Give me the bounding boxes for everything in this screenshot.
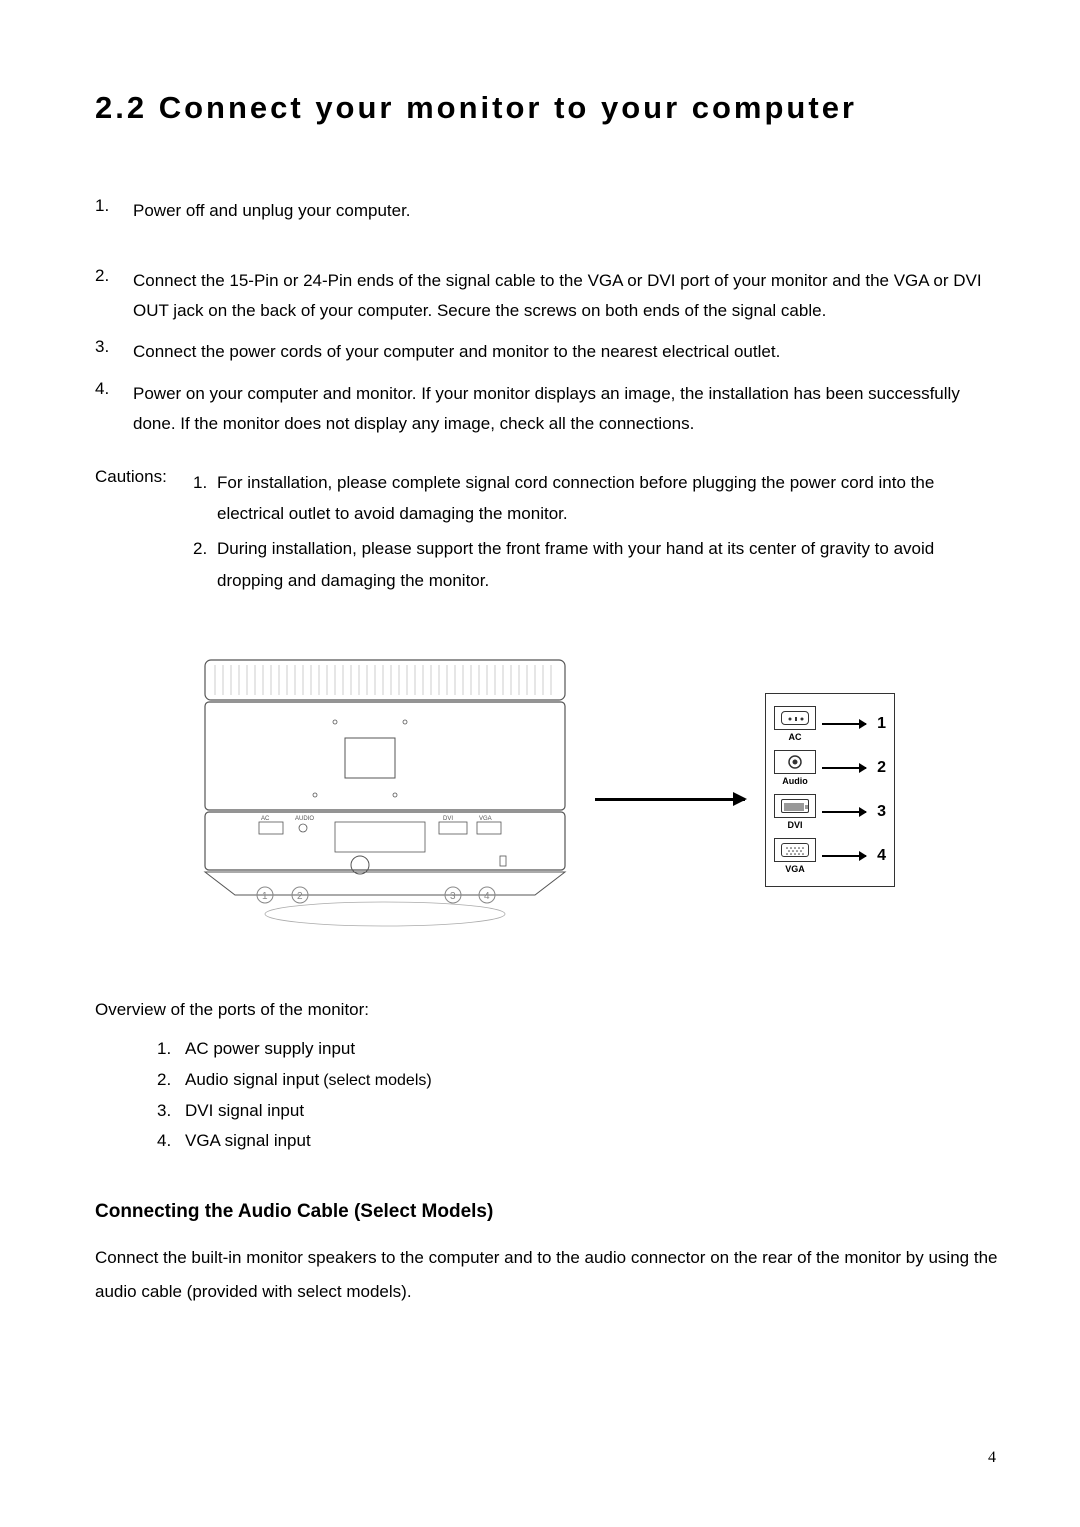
svg-text:DVI: DVI — [443, 816, 453, 822]
overview-number: 2. — [157, 1065, 185, 1096]
monitor-diagram: AC AUDIO DVI VGA 1 2 3 4 AC — [195, 650, 1000, 930]
step-number: 3. — [95, 337, 133, 367]
sub-heading: Connecting the Audio Cable (Select Model… — [95, 1201, 1000, 1223]
caution-number: 2. — [193, 533, 217, 596]
svg-text:2: 2 — [297, 891, 303, 902]
arrow-icon — [822, 855, 866, 857]
overview-item: 2. Audio signal input(select models) — [157, 1065, 1000, 1096]
page-heading: 2.2 Connect your monitor to your compute… — [95, 90, 1000, 126]
legend-number: 1 — [872, 715, 886, 733]
port-legend-box: AC 1 Audio 2 DVI 3 VGA — [765, 693, 895, 887]
step-text: Connect the power cords of your computer… — [133, 337, 780, 367]
overview-item: 3. DVI signal input — [157, 1096, 1000, 1127]
caution-item: 1. For installation, please complete sig… — [193, 467, 1000, 530]
svg-text:4: 4 — [484, 891, 490, 902]
instruction-item: 1. Power off and unplug your computer. — [95, 196, 1000, 226]
page-number: 4 — [988, 1449, 996, 1467]
step-number: 2. — [95, 266, 133, 326]
instruction-item: 3. Connect the power cords of your compu… — [95, 337, 1000, 367]
step-number: 4. — [95, 379, 133, 439]
arrow-icon — [822, 723, 866, 725]
caution-text: During installation, please support the … — [217, 533, 1000, 596]
legend-label: VGA — [785, 864, 805, 874]
body-paragraph: Connect the built-in monitor speakers to… — [95, 1241, 1000, 1309]
legend-row-ac: AC 1 — [774, 706, 886, 742]
overview-text: DVI signal input — [185, 1096, 304, 1127]
legend-number: 2 — [872, 759, 886, 777]
overview-number: 3. — [157, 1096, 185, 1127]
step-number: 1. — [95, 196, 133, 226]
overview-text: Audio signal input(select models) — [185, 1065, 432, 1096]
legend-label: DVI — [787, 820, 802, 830]
cautions-label: Cautions: — [95, 467, 193, 601]
legend-number: 4 — [872, 847, 886, 865]
overview-heading: Overview of the ports of the monitor: — [95, 1000, 1000, 1020]
legend-row-dvi: DVI 3 — [774, 794, 886, 830]
diagram-arrow — [595, 798, 745, 801]
overview-item: 1. AC power supply input — [157, 1034, 1000, 1065]
svg-text:VGA: VGA — [479, 816, 492, 822]
arrow-icon — [822, 767, 866, 769]
svg-text:1: 1 — [262, 891, 268, 902]
legend-label: Audio — [782, 776, 808, 786]
instruction-list-cont: 2. Connect the 15-Pin or 24-Pin ends of … — [95, 266, 1000, 439]
audio-port-icon — [774, 750, 816, 774]
instruction-list: 1. Power off and unplug your computer. — [95, 196, 1000, 226]
legend-row-audio: Audio 2 — [774, 750, 886, 786]
legend-row-vga: VGA 4 — [774, 838, 886, 874]
overview-text: AC power supply input — [185, 1034, 355, 1065]
step-text: Power off and unplug your computer. — [133, 196, 411, 226]
instruction-item: 2. Connect the 15-Pin or 24-Pin ends of … — [95, 266, 1000, 326]
cautions-list: 1. For installation, please complete sig… — [193, 467, 1000, 601]
monitor-svg: AC AUDIO DVI VGA 1 2 3 4 — [195, 650, 575, 930]
instruction-item: 4. Power on your computer and monitor. I… — [95, 379, 1000, 439]
svg-text:3: 3 — [450, 891, 456, 902]
step-text: Connect the 15-Pin or 24-Pin ends of the… — [133, 266, 1000, 326]
svg-text:AC: AC — [261, 816, 270, 822]
caution-item: 2. During installation, please support t… — [193, 533, 1000, 596]
monitor-back-illustration: AC AUDIO DVI VGA 1 2 3 4 — [195, 650, 575, 930]
legend-label: AC — [789, 732, 802, 742]
overview-number: 4. — [157, 1126, 185, 1157]
overview-text: VGA signal input — [185, 1126, 311, 1157]
dvi-port-icon — [774, 794, 816, 818]
caution-text: For installation, please complete signal… — [217, 467, 1000, 530]
overview-list: 1. AC power supply input 2. Audio signal… — [157, 1034, 1000, 1157]
overview-item: 4. VGA signal input — [157, 1126, 1000, 1157]
overview-note: (select models) — [323, 1072, 431, 1089]
svg-text:AUDIO: AUDIO — [295, 816, 314, 822]
ac-port-icon — [774, 706, 816, 730]
caution-number: 1. — [193, 467, 217, 530]
legend-number: 3 — [872, 803, 886, 821]
step-text: Power on your computer and monitor. If y… — [133, 379, 1000, 439]
arrow-icon — [822, 811, 866, 813]
overview-number: 1. — [157, 1034, 185, 1065]
vga-port-icon — [774, 838, 816, 862]
cautions-block: Cautions: 1. For installation, please co… — [95, 467, 1000, 601]
